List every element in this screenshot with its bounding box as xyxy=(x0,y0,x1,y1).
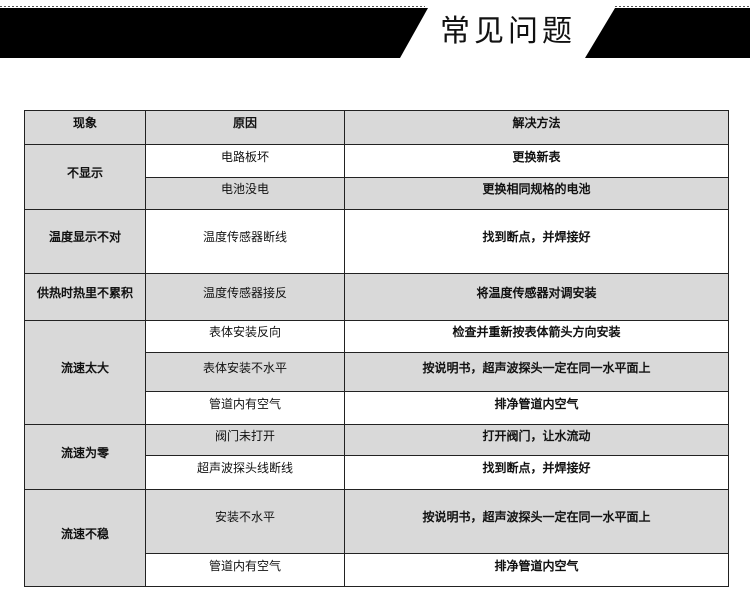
cause-cell: 温度传感器断线 xyxy=(145,209,345,274)
table-row: 管道内有空气 排净管道内空气 xyxy=(25,553,729,587)
table-row: 不显示 电路板坏 更换新表 xyxy=(24,144,729,210)
solution-cell: 按说明书，超声波探头一定在同一水平面上 xyxy=(344,489,729,554)
table-row: 流速太大 表体安装反向 检查并重新按表体箭头方向安装 xyxy=(24,320,729,425)
cause-cell: 管道内有空气 xyxy=(145,553,345,587)
cause-cell: 电路板坏 xyxy=(145,144,345,178)
solution-cell: 找到断点，并焊接好 xyxy=(344,209,729,274)
column-header: 现象 xyxy=(24,110,146,145)
table-header-row: 现象 原因 解决方法 xyxy=(24,110,729,145)
phenomenon-cell: 流速太大 xyxy=(24,320,146,425)
banner-bar-right xyxy=(585,8,750,58)
phenomenon-cell: 流速为零 xyxy=(24,424,146,490)
cause-cell: 电池没电 xyxy=(145,177,345,210)
header-banner xyxy=(0,6,750,58)
column-header: 原因 xyxy=(145,110,345,145)
solution-cell: 打开阀门，让水流动 xyxy=(344,424,729,456)
table-row: 流速为零 阀门未打开 打开阀门，让水流动 xyxy=(24,424,729,490)
cause-cell: 安装不水平 xyxy=(145,489,345,554)
cause-cell: 阀门未打开 xyxy=(145,424,345,456)
table-row: 流速不稳 安装不水平 按说明书，超声波探头一定在同一水平面上 xyxy=(24,489,729,587)
table-row: 温度显示不对 温度传感器断线 找到断点，并焊接好 xyxy=(24,209,729,274)
solution-cell: 找到断点，并焊接好 xyxy=(344,455,729,490)
cause-cell: 表体安装反向 xyxy=(145,320,345,353)
cause-cell: 管道内有空气 xyxy=(145,391,345,425)
solution-cell: 更换相同规格的电池 xyxy=(344,177,729,210)
page-title: 常见问题 xyxy=(440,14,576,49)
column-header: 解决方法 xyxy=(344,110,729,145)
table-row: 管道内有空气 排净管道内空气 xyxy=(25,391,729,425)
phenomenon-cell: 供热时热里不累积 xyxy=(24,273,146,321)
banner-bar-left xyxy=(0,8,428,58)
solution-cell: 检查并重新按表体箭头方向安装 xyxy=(344,320,729,353)
table-row: 供热时热里不累积 温度传感器接反 将温度传感器对调安装 xyxy=(24,273,729,321)
solution-cell: 更换新表 xyxy=(344,144,729,178)
cause-cell: 表体安装不水平 xyxy=(145,352,345,392)
faq-table: 现象 原因 解决方法 不显示 电路板坏 更换新表 电池没电 更换相同规格的电池 温度显示不对 温度… xyxy=(24,110,729,587)
cause-cell: 温度传感器接反 xyxy=(145,273,345,321)
solution-cell: 将温度传感器对调安装 xyxy=(344,273,729,321)
solution-cell: 排净管道内空气 xyxy=(344,553,729,587)
phenomenon-cell: 不显示 xyxy=(24,144,146,210)
phenomenon-cell: 温度显示不对 xyxy=(24,209,146,274)
solution-cell: 按说明书，超声波探头一定在同一水平面上 xyxy=(344,352,729,392)
solution-cell: 排净管道内空气 xyxy=(344,391,729,425)
phenomenon-cell: 流速不稳 xyxy=(24,489,146,587)
table-row: 超声波探头线断线 找到断点，并焊接好 xyxy=(25,455,729,490)
table-row: 表体安装不水平 按说明书，超声波探头一定在同一水平面上 xyxy=(25,352,729,392)
cause-cell: 超声波探头线断线 xyxy=(145,455,345,490)
